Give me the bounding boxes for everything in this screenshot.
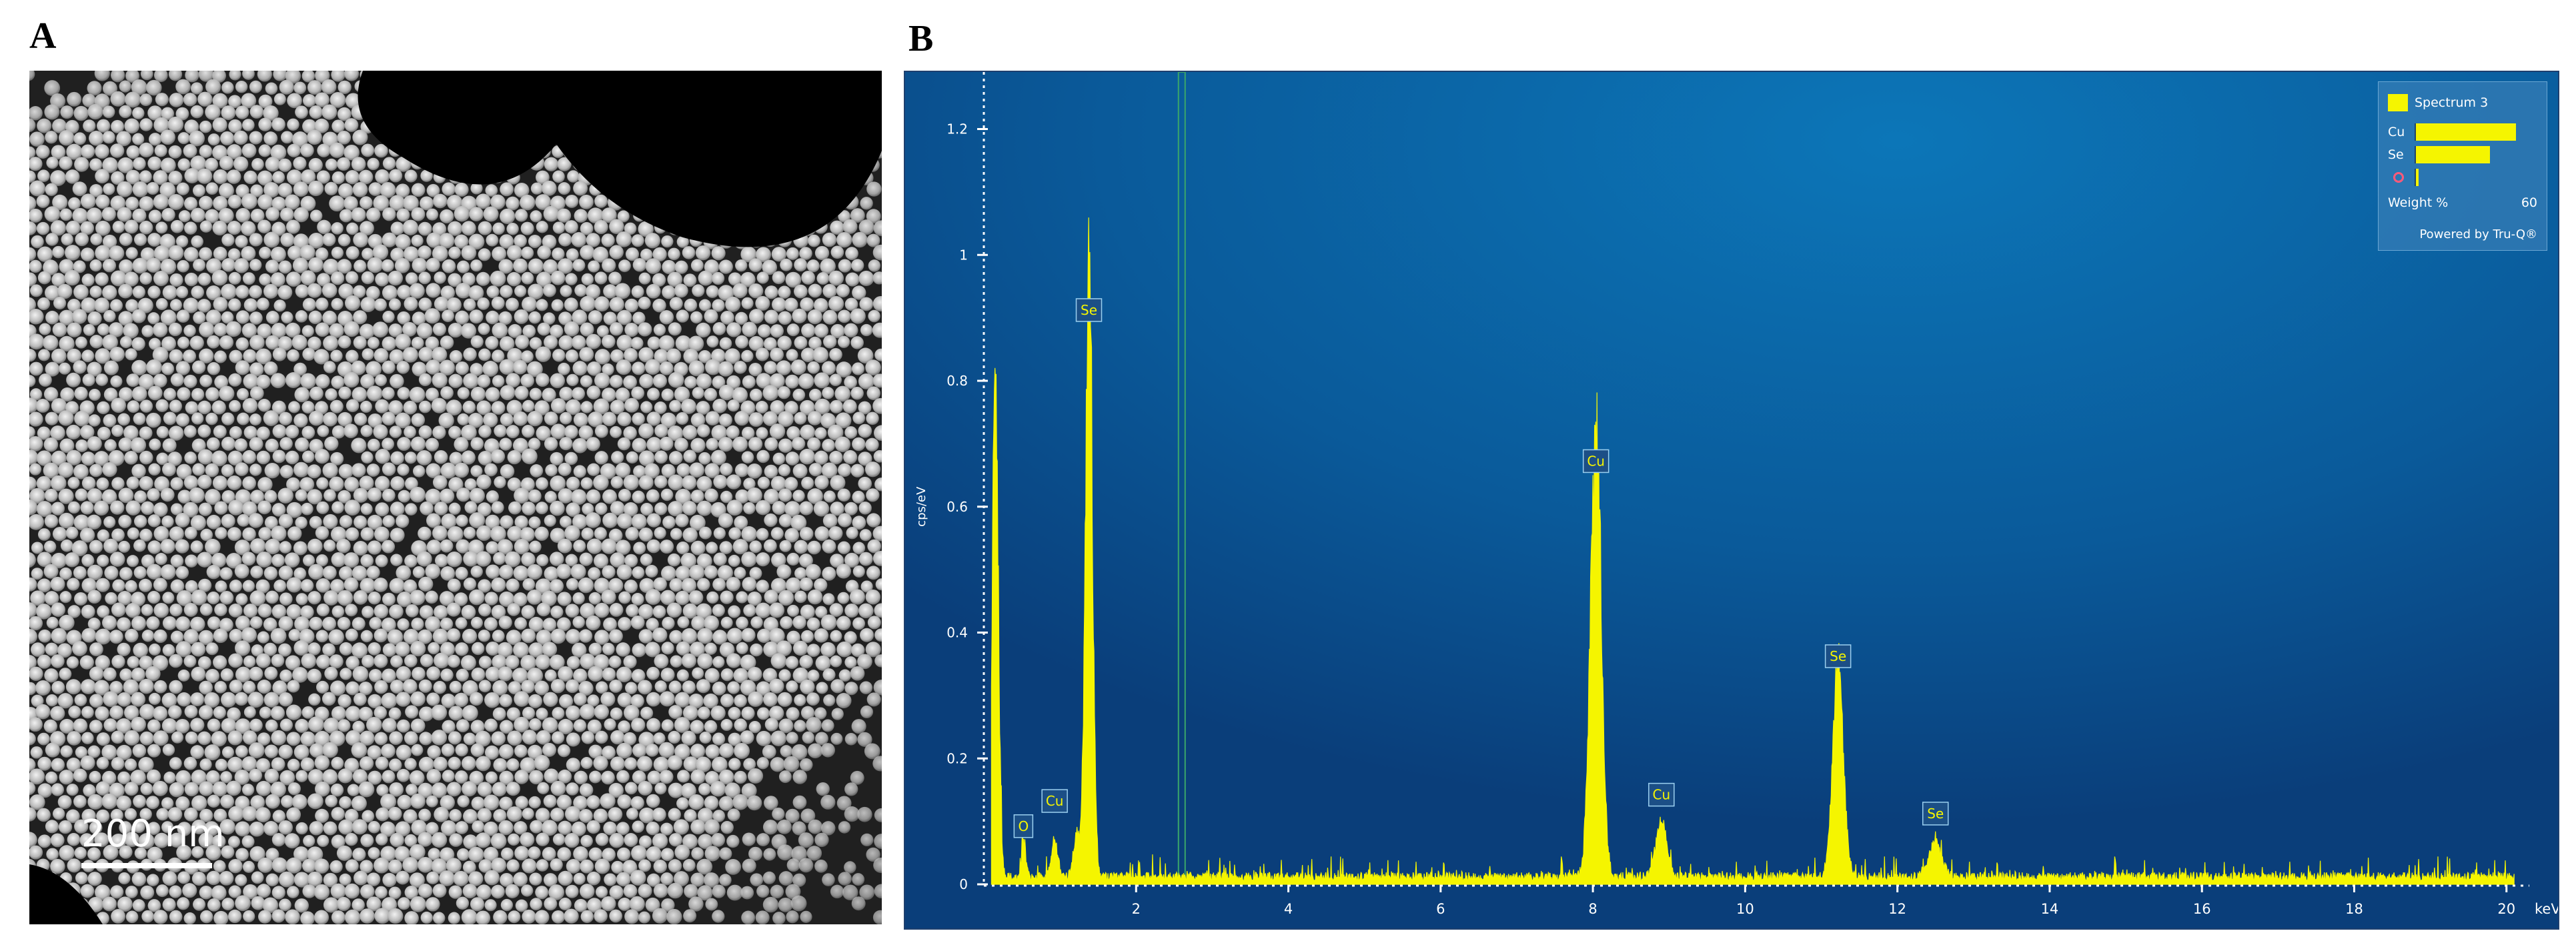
peak-label-box xyxy=(1922,802,1949,826)
x-tick-label: 16 xyxy=(2193,901,2211,917)
spectrum-chart: 0 0.2 0.4 0.6 0.8 1 1.2 2 4 6 8 10 12 14 16 18 20 cps/eV k… xyxy=(905,72,2558,928)
legend-item-cu: Cu xyxy=(2388,123,2528,141)
legend-weight-bar xyxy=(2415,123,2517,141)
x-tick-label: 20 xyxy=(2497,901,2515,917)
legend-item-label: Cu xyxy=(2388,125,2405,139)
x-tick-label: 18 xyxy=(2345,901,2363,917)
spectrum-series xyxy=(991,217,2515,885)
y-tick-label: 0.8 xyxy=(946,373,968,389)
peak-label: Cu xyxy=(1046,793,1064,809)
peak-label: O xyxy=(1018,818,1029,834)
scale-bar xyxy=(81,863,212,868)
panel-label-a: A xyxy=(29,15,57,57)
legend-weight-bar xyxy=(2415,146,2490,163)
micrograph-image xyxy=(29,71,882,924)
x-tick-label: 6 xyxy=(1436,901,1445,917)
legend-item-label: Se xyxy=(2388,147,2404,162)
legend-item-se: Se xyxy=(2388,146,2528,163)
peak-label: Se xyxy=(1927,806,1944,822)
peak-label-box xyxy=(1041,789,1068,813)
legend: Spectrum 3 Cu Se Weight % 60 Powered by … xyxy=(2378,81,2547,251)
legend-weight-bar xyxy=(2415,169,2419,186)
y-tick-label: 1 xyxy=(959,247,968,263)
void-region xyxy=(358,71,882,247)
legend-axis-label: Weight % xyxy=(2388,195,2449,210)
x-tick-label: 12 xyxy=(1888,901,1906,917)
void-region xyxy=(29,864,103,924)
peak-label-box xyxy=(1075,298,1103,322)
legend-axis-max: 60 xyxy=(2521,195,2537,210)
y-tick-label: 0.4 xyxy=(946,625,968,641)
spectrum-panel: 0 0.2 0.4 0.6 0.8 1 1.2 2 4 6 8 10 12 14 16 18 20 cps/eV k… xyxy=(904,71,2559,930)
peak-label: Cu xyxy=(1587,453,1605,469)
legend-axis: Weight % 60 xyxy=(2388,195,2537,210)
micrograph-panel: 200 nm xyxy=(29,71,882,924)
peak-label-box xyxy=(1013,814,1034,838)
peak-label-box xyxy=(1648,782,1675,807)
x-tick-label: 2 xyxy=(1132,901,1141,917)
y-tick-label: 0.2 xyxy=(946,750,968,766)
x-tick-label: 14 xyxy=(2041,901,2059,917)
x-tick-label: 4 xyxy=(1284,901,1293,917)
x-tick-label: 10 xyxy=(1736,901,1754,917)
legend-item-o xyxy=(2388,169,2528,186)
peak-label-box xyxy=(1582,449,1609,474)
peak-label: Cu xyxy=(1653,787,1671,803)
plot-background xyxy=(905,72,2558,928)
x-tick-label: 8 xyxy=(1588,901,1597,917)
y-tick-label: 1.2 xyxy=(946,121,968,137)
y-tick-label: 0.6 xyxy=(946,499,968,515)
panel-label-b: B xyxy=(908,18,934,59)
y-axis-label: cps/eV xyxy=(914,486,928,527)
legend-swatch xyxy=(2388,94,2408,111)
oxygen-marker-icon xyxy=(2393,172,2404,183)
legend-title-row: Spectrum 3 xyxy=(2388,94,2488,111)
y-tick-label: 0 xyxy=(959,876,968,892)
peak-label-box xyxy=(1824,644,1852,668)
peak-label: Se xyxy=(1081,302,1097,318)
legend-footer: Powered by Tru-Q® xyxy=(2419,227,2537,241)
scale-bar-label: 200 nm xyxy=(81,812,225,856)
x-axis-label: keV xyxy=(2535,901,2558,917)
peak-label: Se xyxy=(1830,648,1846,664)
legend-title: Spectrum 3 xyxy=(2415,95,2489,110)
